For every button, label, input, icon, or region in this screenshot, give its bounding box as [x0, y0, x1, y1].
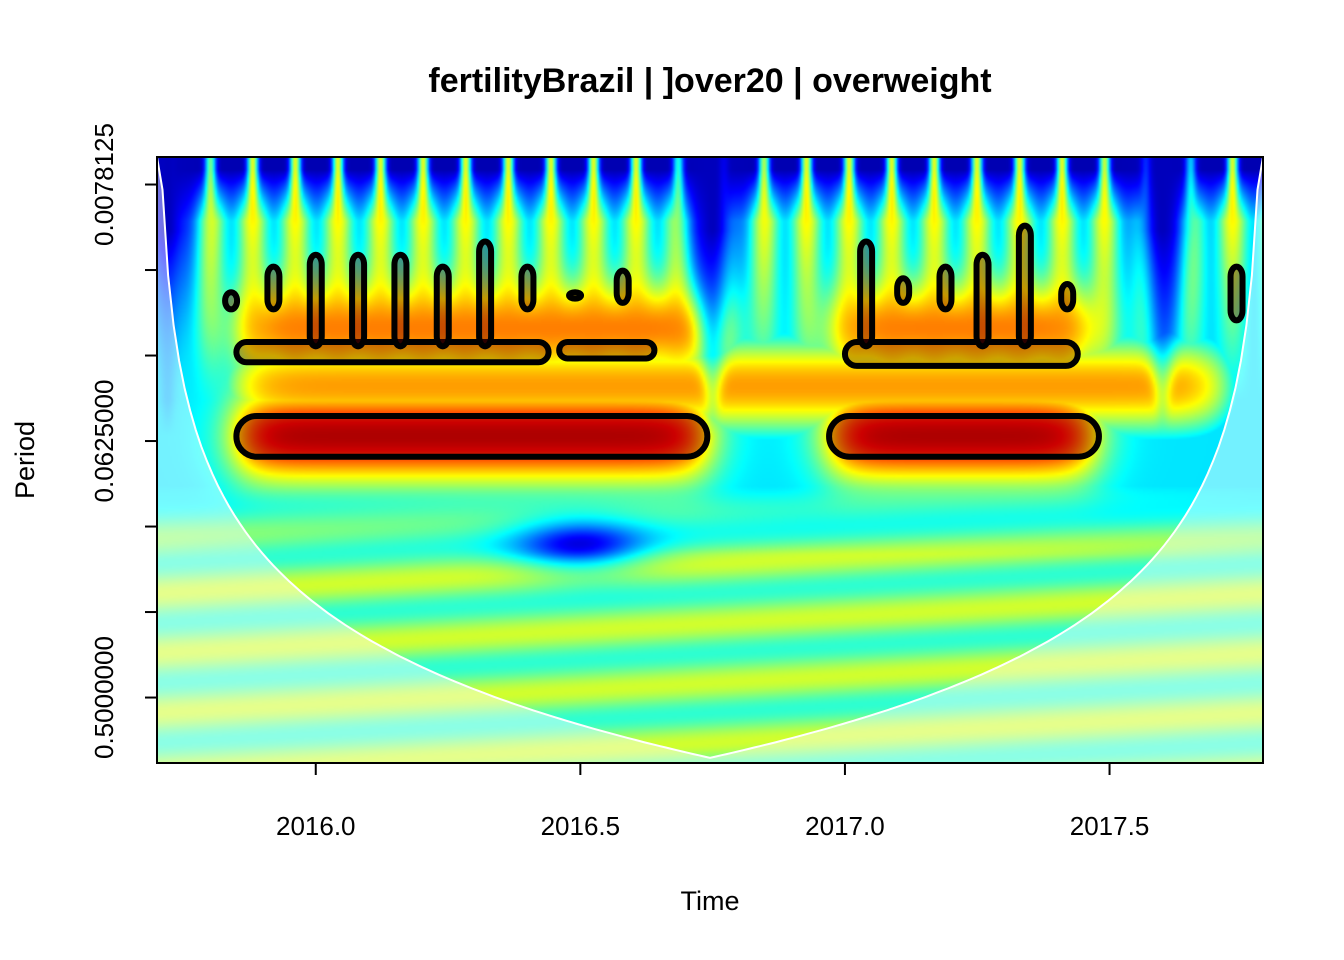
y-tick-label: 0.0625000 — [89, 380, 119, 503]
chart-title: fertilityBrazil | ]over20 | overweight — [428, 62, 991, 100]
x-axis: 2016.0 2016.5 2017.0 2017.5 — [276, 763, 1149, 841]
significance-contour-spike — [1227, 263, 1246, 324]
cone-of-influence-shade — [157, 157, 1263, 763]
significance-contours — [222, 222, 1246, 460]
significance-contour-band — [826, 412, 1102, 460]
wavelet-power-heatmap — [157, 157, 1263, 763]
significance-contour-spike — [566, 289, 585, 302]
significance-contour-spike — [936, 263, 955, 313]
y-axis: 0.0078125 0.0625000 0.5000000 — [89, 123, 157, 759]
significance-contour-band — [841, 338, 1081, 369]
y-axis-label: Period — [10, 421, 40, 499]
y-tick-label: 0.5000000 — [89, 636, 119, 759]
x-axis-label: Time — [681, 886, 740, 916]
plot-frame — [156, 156, 1264, 764]
significance-contour-band — [233, 338, 552, 366]
y-tick-label: 0.0078125 — [89, 123, 119, 246]
x-tick-label: 2017.5 — [1070, 811, 1150, 841]
significance-contour-band — [233, 412, 711, 460]
significance-contour-spike — [894, 275, 913, 306]
significance-contour-spike — [518, 263, 537, 313]
significance-contour-spike — [264, 263, 283, 313]
significance-contour-spike — [391, 251, 410, 350]
significance-contour-spike — [1058, 281, 1077, 313]
significance-contour-spike — [973, 251, 992, 350]
significance-contour-spike — [306, 251, 325, 350]
significance-contour-spike — [1015, 222, 1034, 350]
cone-of-influence-line — [157, 157, 1263, 759]
significance-contour-spike — [476, 238, 495, 350]
significance-contour-spike — [349, 251, 368, 350]
x-tick-label: 2016.5 — [541, 811, 621, 841]
x-tick-label: 2017.0 — [805, 811, 885, 841]
significance-contour-spike — [433, 263, 452, 350]
x-tick-label: 2016.0 — [276, 811, 356, 841]
significance-contour-band — [556, 338, 658, 362]
plot-area — [157, 157, 1263, 763]
significance-contour-spike — [222, 289, 241, 313]
significance-contour-spike — [613, 267, 632, 306]
significance-contour-spike — [857, 238, 876, 350]
